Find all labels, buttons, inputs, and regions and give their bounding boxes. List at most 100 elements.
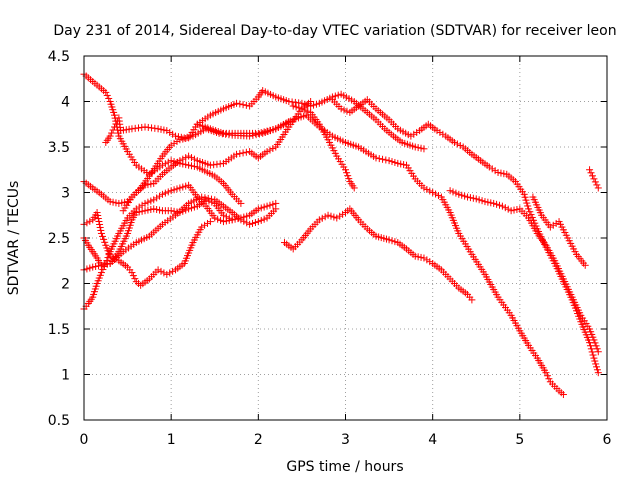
data-point	[543, 372, 551, 380]
data-point	[469, 194, 477, 202]
series-s01	[80, 70, 245, 207]
data-point	[176, 136, 184, 144]
data-point	[372, 154, 380, 162]
data-point	[472, 195, 480, 203]
data-point	[118, 199, 126, 207]
data-point	[321, 213, 329, 221]
data-point	[500, 170, 508, 178]
data-point	[255, 130, 263, 138]
data-point	[336, 212, 344, 220]
data-point	[164, 158, 172, 166]
data-point	[507, 207, 515, 215]
data-point	[337, 105, 345, 113]
data-point	[312, 100, 320, 108]
data-point	[592, 342, 600, 350]
data-point	[179, 155, 187, 163]
data-point	[106, 132, 114, 140]
data-point	[190, 155, 198, 163]
data-point	[495, 201, 503, 209]
data-point	[219, 211, 227, 219]
data-point	[101, 238, 109, 246]
data-point	[488, 165, 496, 173]
data-point	[426, 258, 434, 266]
data-point	[455, 190, 463, 198]
data-point	[217, 216, 225, 224]
data-point	[295, 104, 303, 112]
data-point	[167, 207, 175, 215]
data-point	[158, 161, 166, 169]
data-point	[254, 129, 262, 137]
data-point	[449, 188, 457, 196]
data-point	[590, 354, 598, 362]
data-point	[150, 205, 158, 213]
data-point	[334, 91, 342, 99]
data-point	[340, 106, 348, 114]
data-point	[95, 217, 103, 225]
data-point	[236, 150, 244, 158]
x-tick-label: 6	[603, 432, 612, 448]
series-s15	[280, 205, 476, 304]
data-point	[391, 238, 399, 246]
data-point	[164, 188, 172, 196]
data-point	[289, 102, 297, 110]
chart-title: Day 231 of 2014, Sidereal Day-to-day VTE…	[53, 23, 616, 39]
data-point	[106, 198, 114, 206]
data-point	[185, 205, 193, 213]
data-point	[150, 196, 158, 204]
data-point	[158, 190, 166, 198]
data-point	[468, 296, 476, 304]
data-point	[236, 100, 244, 108]
data-point	[103, 91, 111, 99]
y-tick-label: 2.5	[48, 231, 70, 247]
data-point	[269, 145, 277, 153]
data-point	[542, 369, 550, 377]
data-point	[147, 180, 155, 188]
data-point	[501, 204, 509, 212]
data-point	[182, 206, 190, 214]
data-point	[182, 182, 190, 190]
data-point	[170, 139, 178, 147]
data-point	[257, 216, 265, 224]
data-point	[111, 111, 119, 119]
data-point	[154, 266, 162, 274]
data-point	[94, 212, 102, 220]
data-point	[414, 253, 422, 261]
series-s04	[119, 87, 428, 215]
data-point	[452, 189, 460, 197]
data-point	[400, 161, 408, 169]
data-point	[484, 198, 492, 206]
data-point	[461, 192, 469, 200]
data-point	[97, 229, 105, 237]
data-point	[190, 162, 198, 170]
data-point	[190, 203, 198, 211]
data-point	[263, 127, 271, 135]
data-point	[269, 126, 277, 134]
data-point	[203, 219, 211, 227]
data-point	[589, 351, 597, 359]
data-point	[182, 135, 190, 143]
y-tick-label: 3.5	[48, 140, 70, 156]
data-point	[490, 199, 498, 207]
data-point	[266, 146, 274, 154]
data-point	[167, 157, 175, 165]
data-point	[458, 191, 466, 199]
data-point	[234, 215, 242, 223]
data-point	[83, 219, 91, 227]
data-point	[173, 185, 181, 193]
data-point	[254, 218, 262, 226]
data-point	[97, 261, 105, 269]
data-point	[269, 200, 277, 208]
data-point	[201, 221, 209, 229]
data-point	[331, 92, 339, 100]
data-point	[478, 197, 486, 205]
data-point	[485, 163, 493, 171]
data-point	[475, 196, 483, 204]
data-point	[188, 154, 196, 162]
data-point	[97, 226, 105, 234]
data-point	[166, 269, 174, 277]
data-point	[333, 214, 341, 222]
data-point	[176, 157, 184, 165]
data-point	[96, 223, 104, 231]
data-point	[521, 193, 529, 201]
data-point	[343, 169, 351, 177]
